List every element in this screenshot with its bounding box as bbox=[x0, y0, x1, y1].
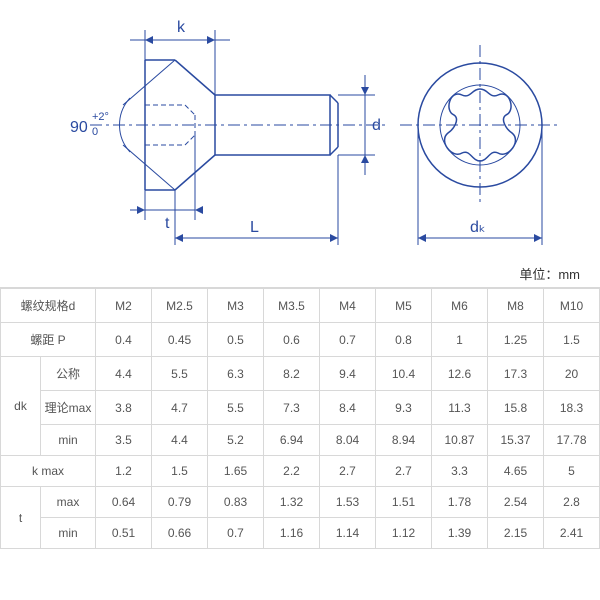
cell: 2.7 bbox=[376, 456, 432, 487]
cell: 4.4 bbox=[152, 425, 208, 456]
row-label: max bbox=[41, 487, 96, 518]
cell: 1.5 bbox=[152, 456, 208, 487]
cell: 2.2 bbox=[264, 456, 320, 487]
cell: 1.78 bbox=[432, 487, 488, 518]
row-label: min bbox=[41, 425, 96, 456]
row-label: 公称 bbox=[41, 357, 96, 391]
cell: 2.15 bbox=[488, 518, 544, 549]
cell: 17.78 bbox=[544, 425, 600, 456]
angle-label: 90 bbox=[70, 119, 88, 136]
cell: 1.65 bbox=[208, 456, 264, 487]
cell: 8.94 bbox=[376, 425, 432, 456]
row-label: 理论max bbox=[41, 391, 96, 425]
cell: 1 bbox=[432, 323, 488, 357]
cell: 4.65 bbox=[488, 456, 544, 487]
cell: 3.8 bbox=[96, 391, 152, 425]
cell: M10 bbox=[544, 289, 600, 323]
cell: 0.79 bbox=[152, 487, 208, 518]
row-group: dk bbox=[1, 357, 41, 456]
cell: M4 bbox=[320, 289, 376, 323]
cell: 8.2 bbox=[264, 357, 320, 391]
cell: 10.4 bbox=[376, 357, 432, 391]
cell: M2 bbox=[96, 289, 152, 323]
cell: 3.5 bbox=[96, 425, 152, 456]
cell: 9.3 bbox=[376, 391, 432, 425]
cell: M6 bbox=[432, 289, 488, 323]
dim-d-label: d bbox=[372, 117, 381, 134]
dim-k-label: k bbox=[177, 19, 186, 36]
unit-label: 单位：mm bbox=[0, 260, 600, 288]
cell: 20 bbox=[544, 357, 600, 391]
cell: 1.16 bbox=[264, 518, 320, 549]
cell: 8.04 bbox=[320, 425, 376, 456]
cell: M3.5 bbox=[264, 289, 320, 323]
cell: 1.25 bbox=[488, 323, 544, 357]
cell: 1.51 bbox=[376, 487, 432, 518]
cell: M5 bbox=[376, 289, 432, 323]
cell: 0.5 bbox=[208, 323, 264, 357]
cell: 5 bbox=[544, 456, 600, 487]
row-label: k max bbox=[1, 456, 96, 487]
row-label: 螺纹规格d bbox=[1, 289, 96, 323]
cell: 7.3 bbox=[264, 391, 320, 425]
cell: 3.3 bbox=[432, 456, 488, 487]
cell: 11.3 bbox=[432, 391, 488, 425]
cell: 1.12 bbox=[376, 518, 432, 549]
cell: 9.4 bbox=[320, 357, 376, 391]
cell: 15.37 bbox=[488, 425, 544, 456]
cell: 1.53 bbox=[320, 487, 376, 518]
cell: 5.2 bbox=[208, 425, 264, 456]
angle-tol-lower: 0 bbox=[92, 126, 98, 138]
cell: 10.87 bbox=[432, 425, 488, 456]
cell: 1.32 bbox=[264, 487, 320, 518]
cell: 2.54 bbox=[488, 487, 544, 518]
cell: 1.14 bbox=[320, 518, 376, 549]
cell: 1.39 bbox=[432, 518, 488, 549]
cell: 15.8 bbox=[488, 391, 544, 425]
row-group: t bbox=[1, 487, 41, 549]
cell: 17.3 bbox=[488, 357, 544, 391]
row-label: min bbox=[41, 518, 96, 549]
angle-tol-upper: +2° bbox=[92, 111, 109, 123]
cell: 0.4 bbox=[96, 323, 152, 357]
dim-dk-label: dₖ bbox=[470, 219, 486, 236]
cell: 6.3 bbox=[208, 357, 264, 391]
dim-L-label: L bbox=[250, 219, 259, 236]
cell: M8 bbox=[488, 289, 544, 323]
cell: 4.4 bbox=[96, 357, 152, 391]
cell: 0.64 bbox=[96, 487, 152, 518]
cell: M3 bbox=[208, 289, 264, 323]
cell: 0.66 bbox=[152, 518, 208, 549]
cell: M2.5 bbox=[152, 289, 208, 323]
cell: 12.6 bbox=[432, 357, 488, 391]
cell: 0.7 bbox=[208, 518, 264, 549]
cell: 2.7 bbox=[320, 456, 376, 487]
cell: 1.5 bbox=[544, 323, 600, 357]
cell: 2.8 bbox=[544, 487, 600, 518]
cell: 8.4 bbox=[320, 391, 376, 425]
cell: 5.5 bbox=[208, 391, 264, 425]
row-label: 螺距 P bbox=[1, 323, 96, 357]
cell: 2.41 bbox=[544, 518, 600, 549]
cell: 5.5 bbox=[152, 357, 208, 391]
cell: 0.45 bbox=[152, 323, 208, 357]
cell: 0.51 bbox=[96, 518, 152, 549]
cell: 0.7 bbox=[320, 323, 376, 357]
spec-table: 螺纹规格dM2M2.5M3M3.5M4M5M6M8M10螺距 P0.40.450… bbox=[0, 288, 600, 549]
dim-t-label: t bbox=[165, 215, 170, 232]
cell: 0.83 bbox=[208, 487, 264, 518]
cell: 0.8 bbox=[376, 323, 432, 357]
cell: 0.6 bbox=[264, 323, 320, 357]
technical-drawing: 90 +2° 0 k t L bbox=[0, 0, 600, 260]
cell: 4.7 bbox=[152, 391, 208, 425]
cell: 18.3 bbox=[544, 391, 600, 425]
cell: 6.94 bbox=[264, 425, 320, 456]
cell: 1.2 bbox=[96, 456, 152, 487]
